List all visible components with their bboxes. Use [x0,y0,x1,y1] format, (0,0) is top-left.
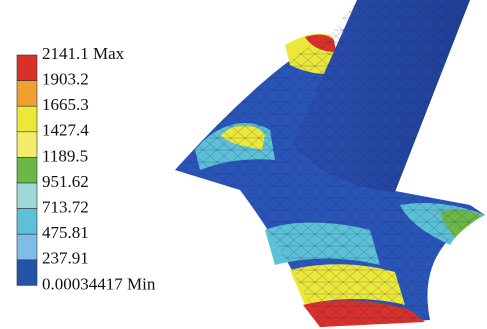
legend-label: 1427.4 [42,121,89,140]
mesh [175,0,485,327]
fea-result-view: 2141.1 Max 1903.2 1665.3 1427.4 1189.5 951.62… [0,0,487,329]
legend-label: 2141.1 Max [42,44,125,63]
color-band [17,209,37,235]
legend: 2141.1 Max 1903.2 1665.3 1427.4 1189.5 951.62… [17,44,156,293]
color-band [17,234,37,260]
legend-label: 237.91 [42,249,89,268]
model [175,0,485,327]
legend-label: 475.81 [42,223,89,242]
color-band [17,260,37,286]
legend-label: 713.72 [42,198,89,217]
color-band [17,183,37,209]
color-band [17,106,37,132]
color-band [17,132,37,158]
legend-label: 0.00034417 Min [42,274,156,293]
legend-label: 1903.2 [42,70,89,89]
legend-label: 1665.3 [42,95,89,114]
legend-label: 1189.5 [42,146,88,165]
color-band [17,157,37,183]
color-band [17,55,37,81]
legend-label: 951.62 [42,172,89,191]
color-band [17,81,37,107]
